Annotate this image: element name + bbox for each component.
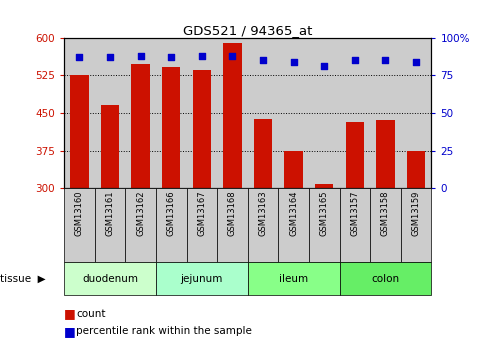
Bar <box>186 38 217 188</box>
Point <box>106 55 114 60</box>
Bar <box>64 38 95 188</box>
Bar <box>346 122 364 188</box>
Bar <box>132 64 150 188</box>
Bar <box>309 188 340 262</box>
Text: colon: colon <box>371 274 399 284</box>
Bar <box>156 38 186 188</box>
Bar <box>376 120 394 188</box>
Bar <box>125 38 156 188</box>
Bar <box>247 188 279 262</box>
Text: ■: ■ <box>64 325 76 338</box>
Bar <box>193 70 211 188</box>
Point <box>137 53 144 59</box>
Text: GSM13161: GSM13161 <box>106 190 114 236</box>
Title: GDS521 / 94365_at: GDS521 / 94365_at <box>183 24 313 37</box>
Bar <box>315 184 333 188</box>
Bar <box>254 119 272 188</box>
Point <box>351 58 359 63</box>
Text: jejunum: jejunum <box>180 274 223 284</box>
Bar <box>217 38 247 188</box>
Bar <box>370 188 401 262</box>
Text: ileum: ileum <box>279 274 308 284</box>
Bar <box>101 106 119 188</box>
Point <box>259 58 267 63</box>
Text: GSM13163: GSM13163 <box>258 190 268 236</box>
Bar <box>156 188 186 262</box>
Point <box>167 55 175 60</box>
Bar <box>407 150 425 188</box>
Text: GSM13159: GSM13159 <box>412 190 421 236</box>
Point <box>75 55 83 60</box>
Point <box>320 64 328 69</box>
Bar <box>156 262 247 295</box>
Text: GSM13165: GSM13165 <box>320 190 329 236</box>
Bar <box>340 38 370 188</box>
Bar <box>309 38 340 188</box>
Text: GSM13164: GSM13164 <box>289 190 298 236</box>
Text: GSM13160: GSM13160 <box>75 190 84 236</box>
Bar <box>217 188 247 262</box>
Bar <box>162 67 180 188</box>
Text: percentile rank within the sample: percentile rank within the sample <box>76 326 252 336</box>
Bar <box>401 38 431 188</box>
Bar <box>247 262 340 295</box>
Bar <box>370 38 401 188</box>
Bar <box>279 188 309 262</box>
Bar <box>340 188 370 262</box>
Bar <box>223 43 242 188</box>
Bar <box>125 188 156 262</box>
Bar <box>284 150 303 188</box>
Bar <box>401 188 431 262</box>
Bar <box>70 76 89 188</box>
Text: GSM13167: GSM13167 <box>197 190 207 236</box>
Text: GSM13162: GSM13162 <box>136 190 145 236</box>
Bar <box>247 38 279 188</box>
Bar <box>340 262 431 295</box>
Bar <box>95 38 125 188</box>
Bar <box>95 188 125 262</box>
Text: GSM13157: GSM13157 <box>351 190 359 236</box>
Bar <box>186 188 217 262</box>
Bar <box>64 262 156 295</box>
Text: tissue  ▶: tissue ▶ <box>0 274 46 284</box>
Bar <box>279 38 309 188</box>
Text: count: count <box>76 309 106 319</box>
Point <box>198 53 206 59</box>
Text: GSM13168: GSM13168 <box>228 190 237 236</box>
Text: GSM13166: GSM13166 <box>167 190 176 236</box>
Point <box>412 59 420 65</box>
Text: duodenum: duodenum <box>82 274 138 284</box>
Text: GSM13158: GSM13158 <box>381 190 390 236</box>
Bar <box>64 188 95 262</box>
Point <box>290 59 298 65</box>
Text: ■: ■ <box>64 307 76 321</box>
Point <box>228 53 236 59</box>
Point <box>382 58 389 63</box>
